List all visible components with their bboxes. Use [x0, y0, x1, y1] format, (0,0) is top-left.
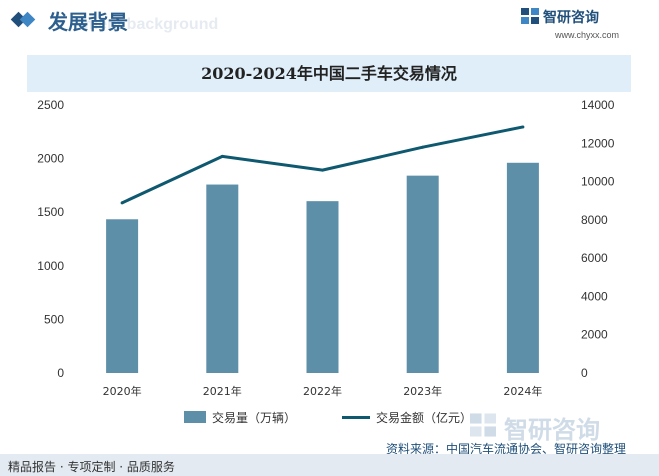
brand-logo-icon	[470, 413, 496, 437]
series-line-amount	[121, 125, 524, 205]
x-tick-1: 2021年	[203, 384, 242, 398]
chart-title-bar: 2020-2024年中国二手车交易情况	[27, 55, 631, 92]
footer-band	[0, 454, 659, 476]
y-right-tick-7: 14000	[581, 98, 615, 112]
legend-swatch-volume	[184, 411, 206, 423]
data-source: 资料来源：中国汽车流通协会、智研咨询整理	[386, 442, 627, 456]
legend-label-volume: 交易量（万辆）	[212, 411, 297, 425]
title-watermark: ment background	[84, 16, 219, 33]
bar-2	[306, 201, 339, 373]
x-tick-2: 2022年	[303, 384, 342, 398]
x-tick-3: 2023年	[403, 384, 442, 398]
y-right-tick-2: 4000	[581, 289, 608, 303]
watermark-brand: 智研咨询	[470, 410, 650, 444]
line-point-2	[321, 168, 324, 172]
footer-slogan: 精品报告 · 专项定制 · 品质服务	[8, 460, 175, 474]
y-right-tick-6: 12000	[581, 136, 615, 150]
y-right-tick-0: 0	[581, 366, 588, 380]
y-left-tick-0: 0	[57, 366, 64, 380]
brand-url[interactable]: www.chyxx.com	[555, 30, 620, 40]
bar-0	[106, 219, 139, 373]
bar-4	[506, 162, 539, 373]
y-left-tick-2: 1000	[37, 259, 64, 273]
header: ment background 发展背景 智研咨询 www.chyxx.com	[0, 0, 659, 44]
y-left-tick-5: 2500	[37, 98, 64, 112]
brand[interactable]: 智研咨询 www.chyxx.com	[521, 6, 641, 40]
y-right-tick-5: 10000	[581, 175, 615, 189]
y-right-tick-4: 8000	[581, 213, 608, 227]
legend-swatch-amount	[342, 416, 370, 419]
x-tick-0: 2020年	[103, 384, 142, 398]
y-left-tick-4: 2000	[37, 152, 64, 166]
brand-name: 智研咨询	[543, 10, 599, 26]
legend-label-amount: 交易金额（亿元）	[376, 411, 473, 425]
y-right-tick-1: 2000	[581, 328, 608, 342]
brand-logo-icon	[521, 8, 539, 24]
legend: 交易量（万辆） 交易金额（亿元）	[184, 408, 484, 426]
chart-title: 2020-2024年中国二手车交易情况	[201, 64, 457, 83]
watermark-text: 智研咨询	[504, 416, 600, 444]
y-left-tick-3: 1500	[37, 205, 64, 219]
page-title: 发展背景	[48, 10, 128, 34]
title-wrap: ment background 发展背景	[48, 6, 308, 36]
line-point-1	[220, 154, 224, 158]
bar-3	[406, 175, 439, 373]
x-tick-4: 2024年	[503, 384, 542, 398]
line-point-3	[421, 145, 425, 149]
bar-1	[206, 184, 239, 373]
y-right-tick-3: 6000	[581, 251, 608, 265]
line-point-4	[521, 125, 525, 129]
line-point-0	[120, 201, 124, 205]
y-left-tick-1: 500	[44, 312, 64, 326]
